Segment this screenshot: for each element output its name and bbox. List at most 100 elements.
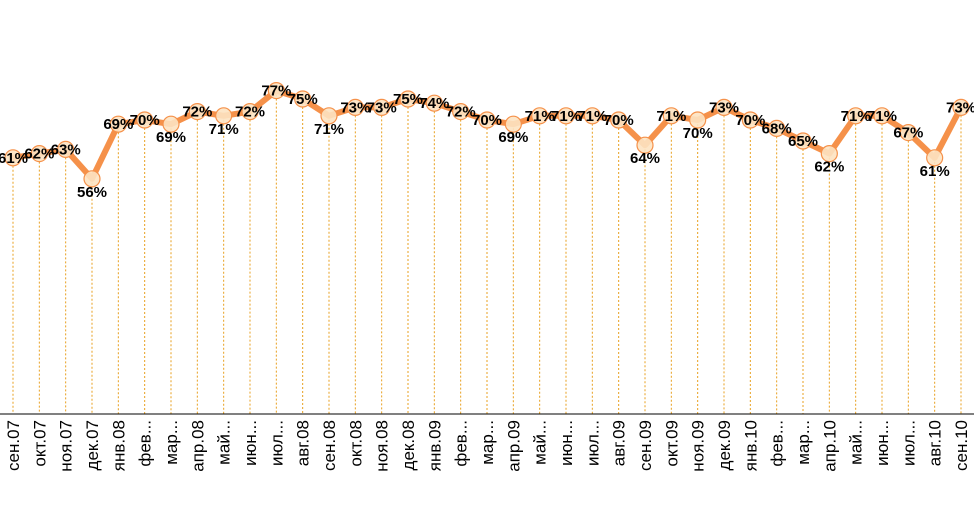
- data-point: [241, 102, 259, 121]
- data-label: 73%: [709, 99, 739, 116]
- data-point: [215, 107, 233, 125]
- data-point: [689, 111, 707, 129]
- data-label: 64%: [630, 150, 660, 167]
- data-point: [478, 111, 496, 129]
- data-point: [583, 107, 601, 125]
- x-tick-label: авг.09: [610, 420, 629, 466]
- data-label: 73%: [340, 99, 370, 116]
- data-label: 70%: [604, 112, 634, 129]
- data-point: [294, 90, 312, 108]
- x-tick-label: сен.10: [952, 420, 971, 471]
- data-point: [162, 115, 180, 133]
- data-point: [136, 111, 154, 129]
- data-point: [715, 98, 733, 117]
- data-label: 63%: [51, 141, 81, 158]
- data-point: [531, 107, 549, 125]
- x-tick-label: мар...: [794, 420, 813, 465]
- x-tick-label: мар...: [162, 420, 181, 465]
- data-point: [346, 98, 364, 117]
- data-point: [557, 107, 575, 125]
- x-tick-label: июл...: [899, 420, 918, 466]
- x-tick-label: дек.07: [83, 420, 102, 470]
- data-label: 68%: [762, 120, 792, 137]
- guide-lines: [12, 90, 962, 414]
- data-label: 72%: [235, 104, 265, 121]
- x-tick-label: окт.07: [30, 420, 49, 467]
- x-tick-label: апр.08: [188, 420, 207, 472]
- x-tick-label: апр.10: [820, 420, 839, 472]
- data-label: 61%: [920, 163, 950, 180]
- data-point: [899, 124, 917, 142]
- data-point: [610, 111, 628, 129]
- data-label: 70%: [130, 112, 160, 129]
- x-tick-label: ноя.09: [689, 420, 708, 472]
- x-tick-label: июн...: [873, 420, 892, 466]
- data-label: 71%: [551, 108, 581, 125]
- data-point: [662, 107, 680, 125]
- x-tick-label: сен.08: [320, 420, 339, 471]
- data-label: 75%: [393, 91, 423, 108]
- data-point: [57, 140, 75, 158]
- x-tick-label: май...: [215, 420, 234, 465]
- x-tick-label: июл...: [583, 420, 602, 466]
- data-label: 72%: [182, 104, 212, 121]
- data-label: 67%: [893, 125, 923, 142]
- data-labels: 61%62%63%56%69%70%69%72%71%72%77%75%71%7…: [0, 83, 974, 201]
- data-label: 73%: [367, 99, 397, 116]
- data-label: 73%: [946, 99, 974, 116]
- data-point: [30, 145, 48, 163]
- data-label: 71%: [314, 121, 344, 138]
- x-tick-label: ноя.08: [373, 420, 392, 472]
- data-label: 62%: [24, 146, 54, 163]
- data-point: [373, 98, 391, 117]
- x-tick-label: дек.09: [715, 420, 734, 470]
- data-label: 69%: [498, 129, 528, 146]
- data-point: [847, 107, 865, 125]
- data-label: 70%: [735, 112, 765, 129]
- data-label: 62%: [814, 159, 844, 176]
- data-label: 69%: [156, 129, 186, 146]
- data-point: [425, 94, 443, 112]
- data-label: 61%: [0, 150, 28, 167]
- x-tick-label: авг.08: [294, 420, 313, 466]
- data-point: [741, 111, 759, 129]
- data-label: 75%: [288, 91, 318, 108]
- data-label: 71%: [656, 108, 686, 125]
- data-point: [636, 136, 654, 154]
- x-tick-label: май...: [531, 420, 550, 465]
- data-point: [794, 132, 812, 150]
- x-tick-label: авг.10: [926, 420, 945, 466]
- x-tick-label: янв.08: [109, 420, 128, 471]
- x-tick-label: мар...: [478, 420, 497, 465]
- data-label: 71%: [209, 121, 239, 138]
- x-tick-label: июн...: [557, 420, 576, 466]
- x-tick-label: ноя.07: [57, 420, 76, 472]
- x-tick-label: май...: [847, 420, 866, 465]
- data-label: 71%: [867, 108, 897, 125]
- x-tick-labels: сен.07 окт.07 ноя.07 дек.07 янв.08 фев... мар.…: [4, 420, 971, 472]
- data-point: [452, 102, 470, 121]
- data-point: [109, 115, 127, 133]
- data-point: [926, 149, 944, 167]
- data-label: 71%: [841, 108, 871, 125]
- x-tick-label: янв.09: [425, 420, 444, 471]
- x-tick-label: фев...: [768, 420, 787, 467]
- x-tick-label: июн...: [241, 420, 260, 466]
- x-tick-label: окт.09: [662, 420, 681, 467]
- data-label: 65%: [788, 133, 818, 150]
- x-tick-label: дек.08: [399, 420, 418, 470]
- data-label: 69%: [103, 116, 133, 133]
- data-point: [952, 98, 970, 117]
- data-label: 72%: [446, 104, 476, 121]
- data-point: [267, 81, 285, 100]
- x-tick-label: сен.09: [636, 420, 655, 471]
- data-label: 71%: [525, 108, 555, 125]
- x-tick-label: фев...: [136, 420, 155, 467]
- x-tick-label: янв.10: [741, 420, 760, 471]
- x-tick-label: окт.08: [346, 420, 365, 467]
- data-label: 77%: [261, 83, 291, 100]
- data-point: [83, 170, 101, 188]
- data-label: 74%: [419, 95, 449, 112]
- data-point: [320, 107, 338, 125]
